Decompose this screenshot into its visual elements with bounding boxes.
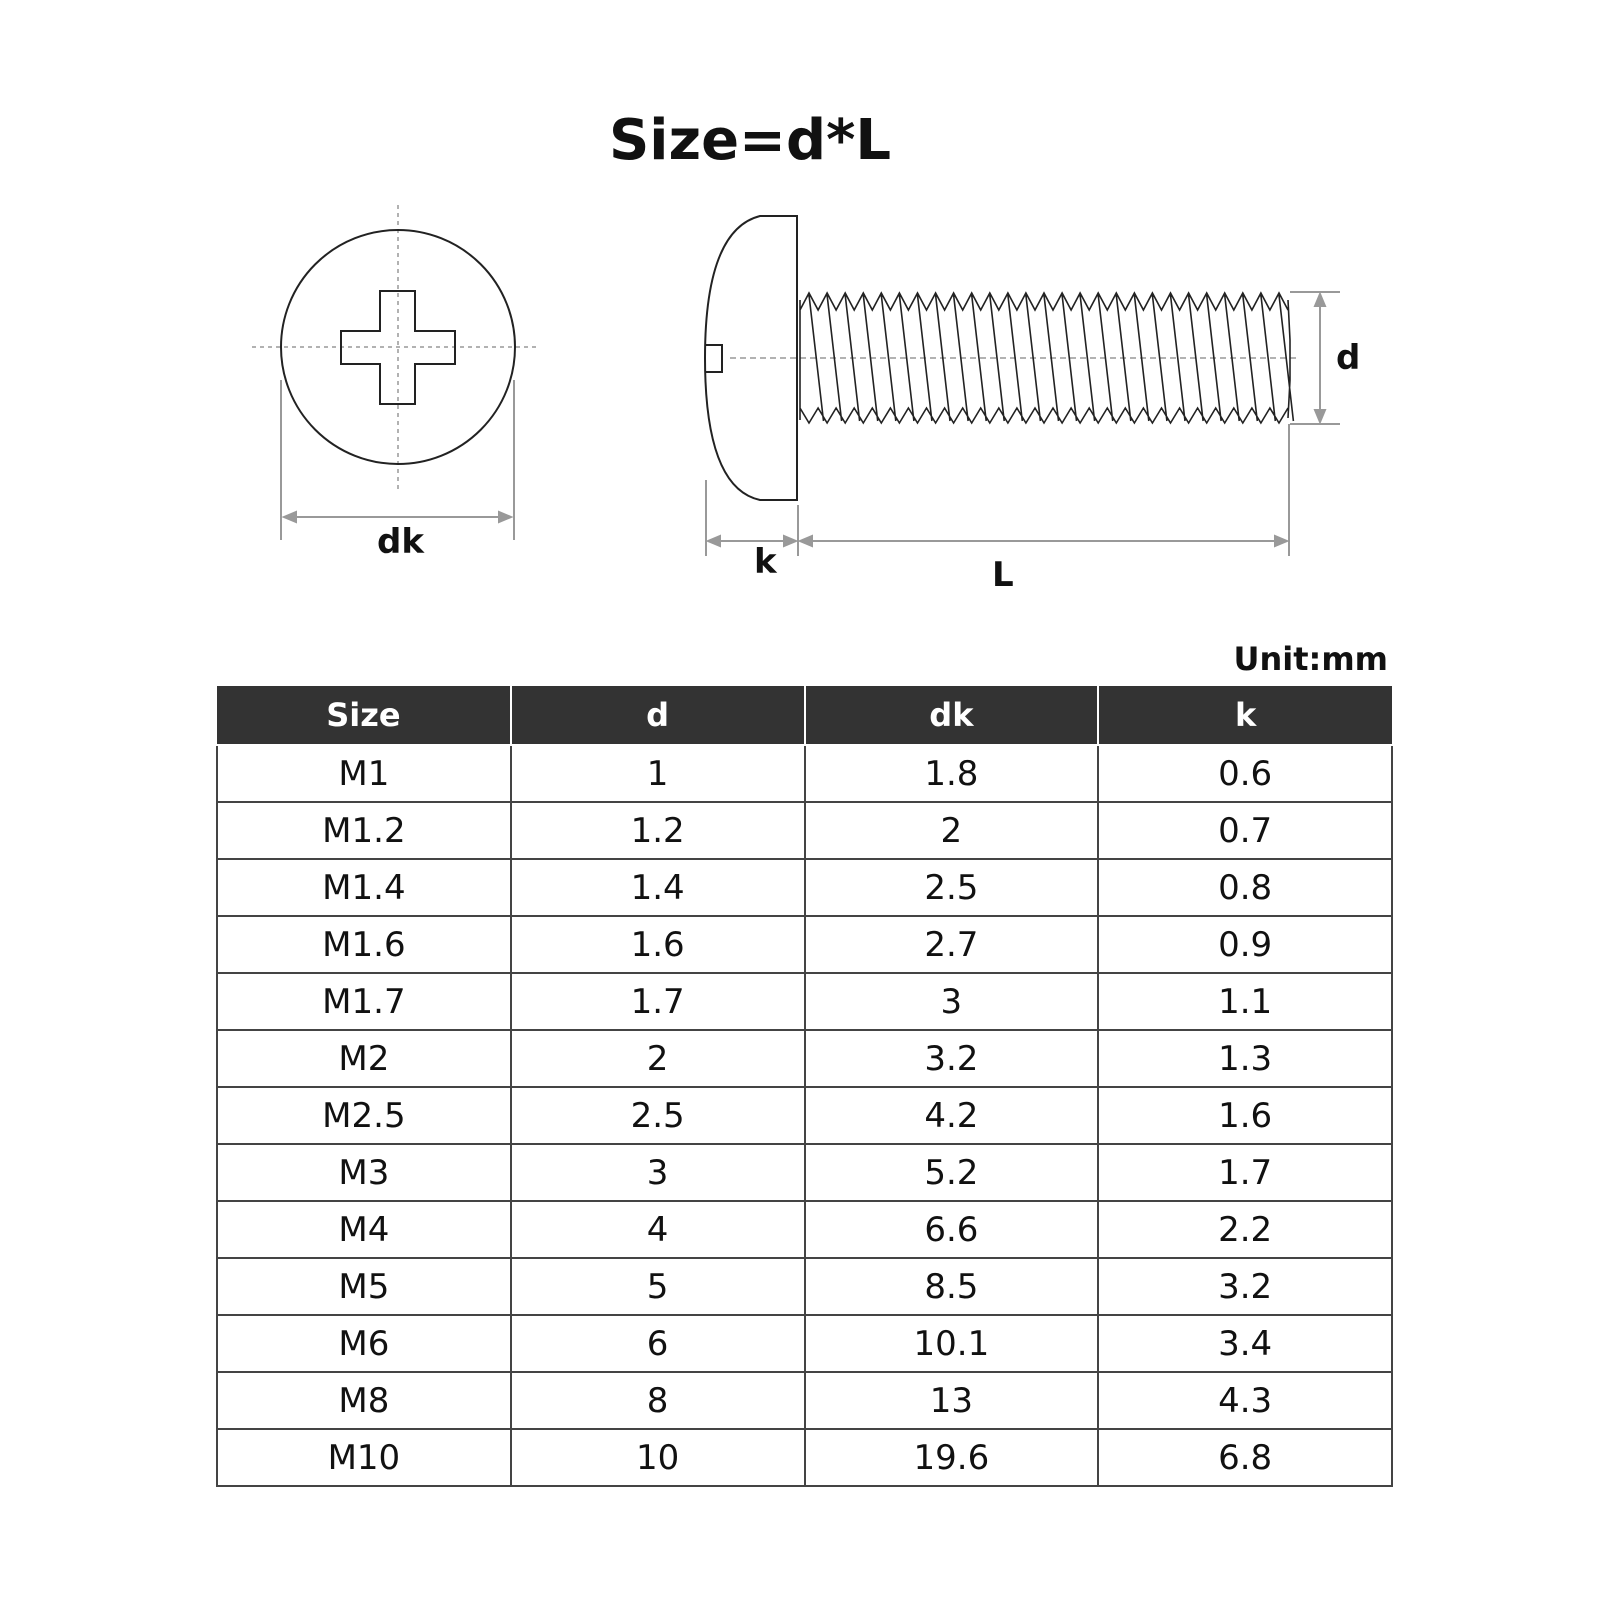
table-cell: M1.7: [216, 972, 512, 1031]
table-header-row: Size d dk k: [217, 686, 1392, 746]
table-cell: 6.6: [803, 1200, 1100, 1259]
table-cell: 10.1: [803, 1314, 1100, 1373]
table-cell: M4: [216, 1200, 512, 1259]
head-top-view: [252, 205, 540, 490]
table-cell: 1.4: [509, 858, 806, 917]
table-cell: 3.4: [1097, 1314, 1393, 1373]
table-row: M2.5 2.5 4.2 1.6: [216, 1086, 1393, 1145]
table-cell: 1.7: [1097, 1143, 1393, 1202]
table-cell: M10: [216, 1428, 512, 1487]
table-cell: 1.3: [1097, 1029, 1393, 1088]
table-cell: 6.8: [1097, 1428, 1393, 1487]
table-row: M3 3 5.2 1.7: [216, 1143, 1393, 1202]
table-row: M1.6 1.6 2.7 0.9: [216, 915, 1393, 974]
table-row: M8 8 13 4.3: [216, 1371, 1393, 1430]
table-cell: M1: [216, 744, 512, 803]
table-cell: 0.6: [1097, 744, 1393, 803]
phillips-cross-icon: [340, 290, 456, 405]
table-cell: M5: [216, 1257, 512, 1316]
table-row: M1 1 1.8 0.6: [216, 744, 1393, 803]
table-cell: 0.8: [1097, 858, 1393, 917]
table-cell: 1.6: [509, 915, 806, 974]
unit-label: Unit:mm: [1233, 640, 1388, 678]
table-cell: 4.2: [803, 1086, 1100, 1145]
table-cell: 2: [509, 1029, 806, 1088]
table-cell: 3: [509, 1143, 806, 1202]
table-cell: M8: [216, 1371, 512, 1430]
column-header: d: [509, 686, 806, 746]
table-cell: 4: [509, 1200, 806, 1259]
table-cell: 2.5: [509, 1086, 806, 1145]
d-label: d: [1336, 338, 1361, 378]
table-cell: 3.2: [1097, 1257, 1393, 1316]
screw-diagram: [252, 205, 1340, 556]
table-cell: 3.2: [803, 1029, 1100, 1088]
table-cell: 0.7: [1097, 801, 1393, 860]
table-cell: 1: [509, 744, 806, 803]
table-cell: 1.7: [509, 972, 806, 1031]
table-cell: 2.7: [803, 915, 1100, 974]
screw-head: [703, 215, 798, 501]
table-cell: 5.2: [803, 1143, 1100, 1202]
table-cell: M3: [216, 1143, 512, 1202]
table-cell: 1.2: [509, 801, 806, 860]
k-label: k: [754, 542, 777, 582]
size-table: Size d dk k M1 1 1.8 0.6 M1.2 1.2 2 0.7 M1.4 1.4 2.5 0…: [216, 686, 1393, 1487]
table-cell: 2: [803, 801, 1100, 860]
table-row: M5 5 8.5 3.2: [216, 1257, 1393, 1316]
table-cell: 1.8: [803, 744, 1100, 803]
table-row: M1.2 1.2 2 0.7: [216, 801, 1393, 860]
table-cell: 8: [509, 1371, 806, 1430]
head-circle: [280, 229, 516, 465]
table-cell: 10: [509, 1428, 806, 1487]
dk-label: dk: [377, 522, 424, 562]
table-cell: 8.5: [803, 1257, 1100, 1316]
column-header: Size: [217, 686, 512, 746]
table-row: M6 6 10.1 3.4: [216, 1314, 1393, 1373]
table-cell: 1.6: [1097, 1086, 1393, 1145]
table-cell: M1.4: [216, 858, 512, 917]
table-cell: 4.3: [1097, 1371, 1393, 1430]
table-cell: 0.9: [1097, 915, 1393, 974]
table-cell: M2.5: [216, 1086, 512, 1145]
column-header: dk: [803, 686, 1100, 746]
screw-side-view: [703, 215, 1300, 501]
table-cell: 13: [803, 1371, 1100, 1430]
column-header: k: [1097, 686, 1392, 746]
table-cell: 3: [803, 972, 1100, 1031]
k-L-dimension: [705, 424, 1290, 556]
table-cell: 19.6: [803, 1428, 1100, 1487]
table-row: M1.7 1.7 3 1.1: [216, 972, 1393, 1031]
table-cell: 2.2: [1097, 1200, 1393, 1259]
table-row: M4 4 6.6 2.2: [216, 1200, 1393, 1259]
dk-dimension: [280, 380, 515, 540]
table-cell: 2.5: [803, 858, 1100, 917]
table-cell: 1.1: [1097, 972, 1393, 1031]
table-cell: 5: [509, 1257, 806, 1316]
table-row: M2 2 3.2 1.3: [216, 1029, 1393, 1088]
table-cell: 6: [509, 1314, 806, 1373]
d-dimension: [1290, 291, 1340, 425]
screw-threads: [799, 291, 1295, 425]
table-cell: M1.6: [216, 915, 512, 974]
page-title: Size=d*L: [608, 108, 892, 173]
L-label: L: [992, 555, 1014, 595]
table-cell: M1.2: [216, 801, 512, 860]
table-cell: M2: [216, 1029, 512, 1088]
table-row: M10 10 19.6 6.8: [216, 1428, 1393, 1487]
table-cell: M6: [216, 1314, 512, 1373]
table-row: M1.4 1.4 2.5 0.8: [216, 858, 1393, 917]
